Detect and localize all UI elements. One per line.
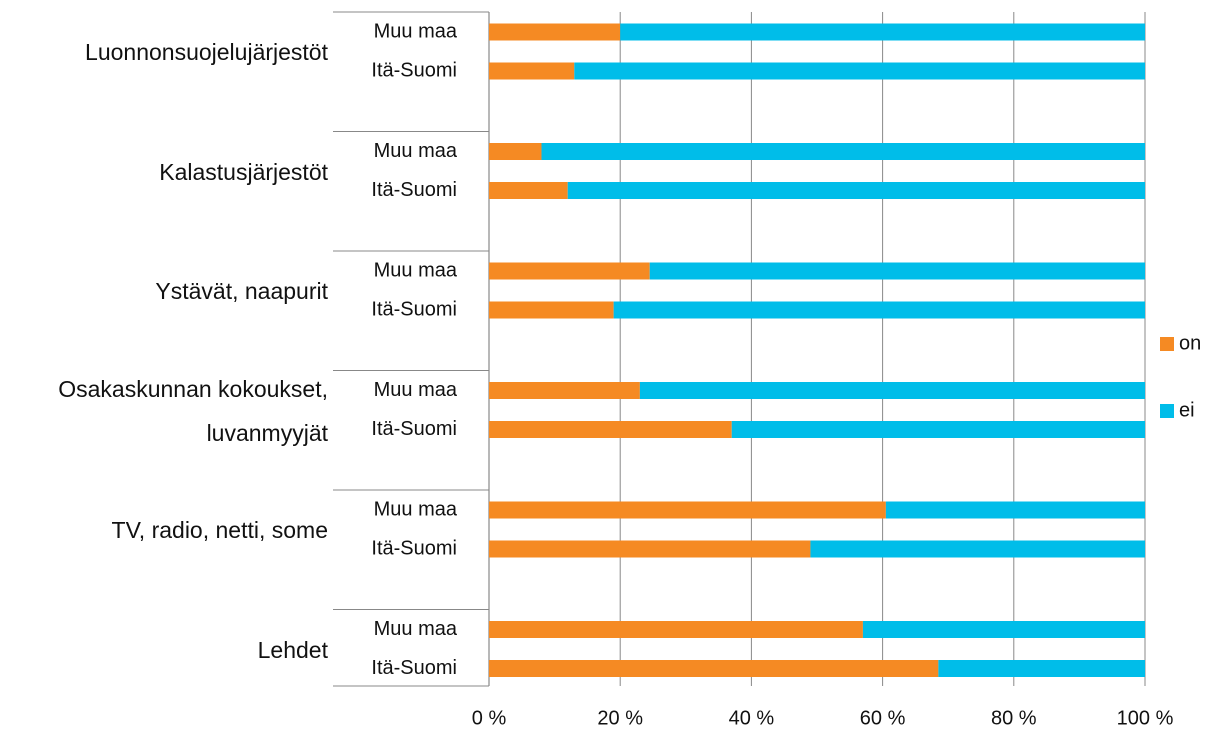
x-tick-label: 80 % — [991, 707, 1037, 729]
group-label: Ystävät, naapurit — [155, 278, 328, 304]
bar-segment — [613, 301, 1145, 319]
y-tick-label: Itä-Suomi — [371, 59, 457, 81]
bar-segment — [567, 182, 1145, 199]
bar-segment — [574, 62, 1145, 80]
bar-segment — [649, 262, 1145, 280]
y-tick-label: Itä-Suomi — [371, 537, 457, 559]
x-tick-label: 100 % — [1117, 707, 1174, 729]
y-tick-label: Itä-Suomi — [371, 179, 457, 201]
x-tick-label: 40 % — [729, 707, 775, 729]
bar-segment — [489, 421, 732, 438]
bar-segment — [489, 143, 542, 160]
group-label: Kalastusjärjestöt — [159, 158, 328, 185]
y-tick-label: Muu maa — [374, 20, 458, 42]
legend-label: on — [1179, 332, 1201, 354]
bar-segment — [885, 501, 1145, 519]
bar-segment — [541, 143, 1145, 160]
bar-segment — [489, 23, 621, 41]
bar-segment — [489, 262, 650, 280]
y-tick-label: Muu maa — [374, 259, 458, 281]
legend-swatch — [1160, 404, 1174, 418]
group-label: Luonnonsuojelujärjestöt — [85, 39, 328, 65]
bar-segment — [810, 540, 1145, 558]
group-label: Lehdet — [257, 636, 328, 663]
bar-segment — [938, 660, 1145, 677]
bar-segment — [639, 382, 1145, 399]
bar-segment — [731, 421, 1145, 438]
y-tick-label: Itä-Suomi — [371, 657, 457, 679]
bar-segment — [620, 23, 1145, 41]
legend-label: ei — [1179, 399, 1195, 421]
bar-segment — [489, 382, 640, 399]
y-tick-label: Muu maa — [374, 618, 458, 640]
x-tick-label: 0 % — [472, 707, 507, 729]
y-tick-label: Muu maa — [374, 498, 458, 520]
x-tick-label: 60 % — [860, 707, 906, 729]
group-label: TV, radio, netti, some — [111, 517, 328, 543]
y-tick-label: Itä-Suomi — [371, 418, 457, 440]
bar-segment — [489, 301, 614, 319]
legend-swatch — [1160, 337, 1174, 351]
y-tick-label: Muu maa — [374, 140, 458, 162]
bar-segment — [489, 621, 863, 638]
y-tick-label: Muu maa — [374, 379, 458, 401]
bar-segment — [489, 182, 568, 199]
bar-segment — [489, 660, 939, 677]
y-tick-label: Itä-Suomi — [371, 298, 457, 320]
bar-segment — [862, 621, 1145, 638]
x-tick-label: 20 % — [597, 707, 643, 729]
bar-segment — [489, 501, 886, 519]
bar-segment — [489, 62, 575, 80]
group-label: Osakaskunnan kokoukset, luvanmyyjät — [58, 375, 328, 446]
bar-segment — [489, 540, 811, 558]
